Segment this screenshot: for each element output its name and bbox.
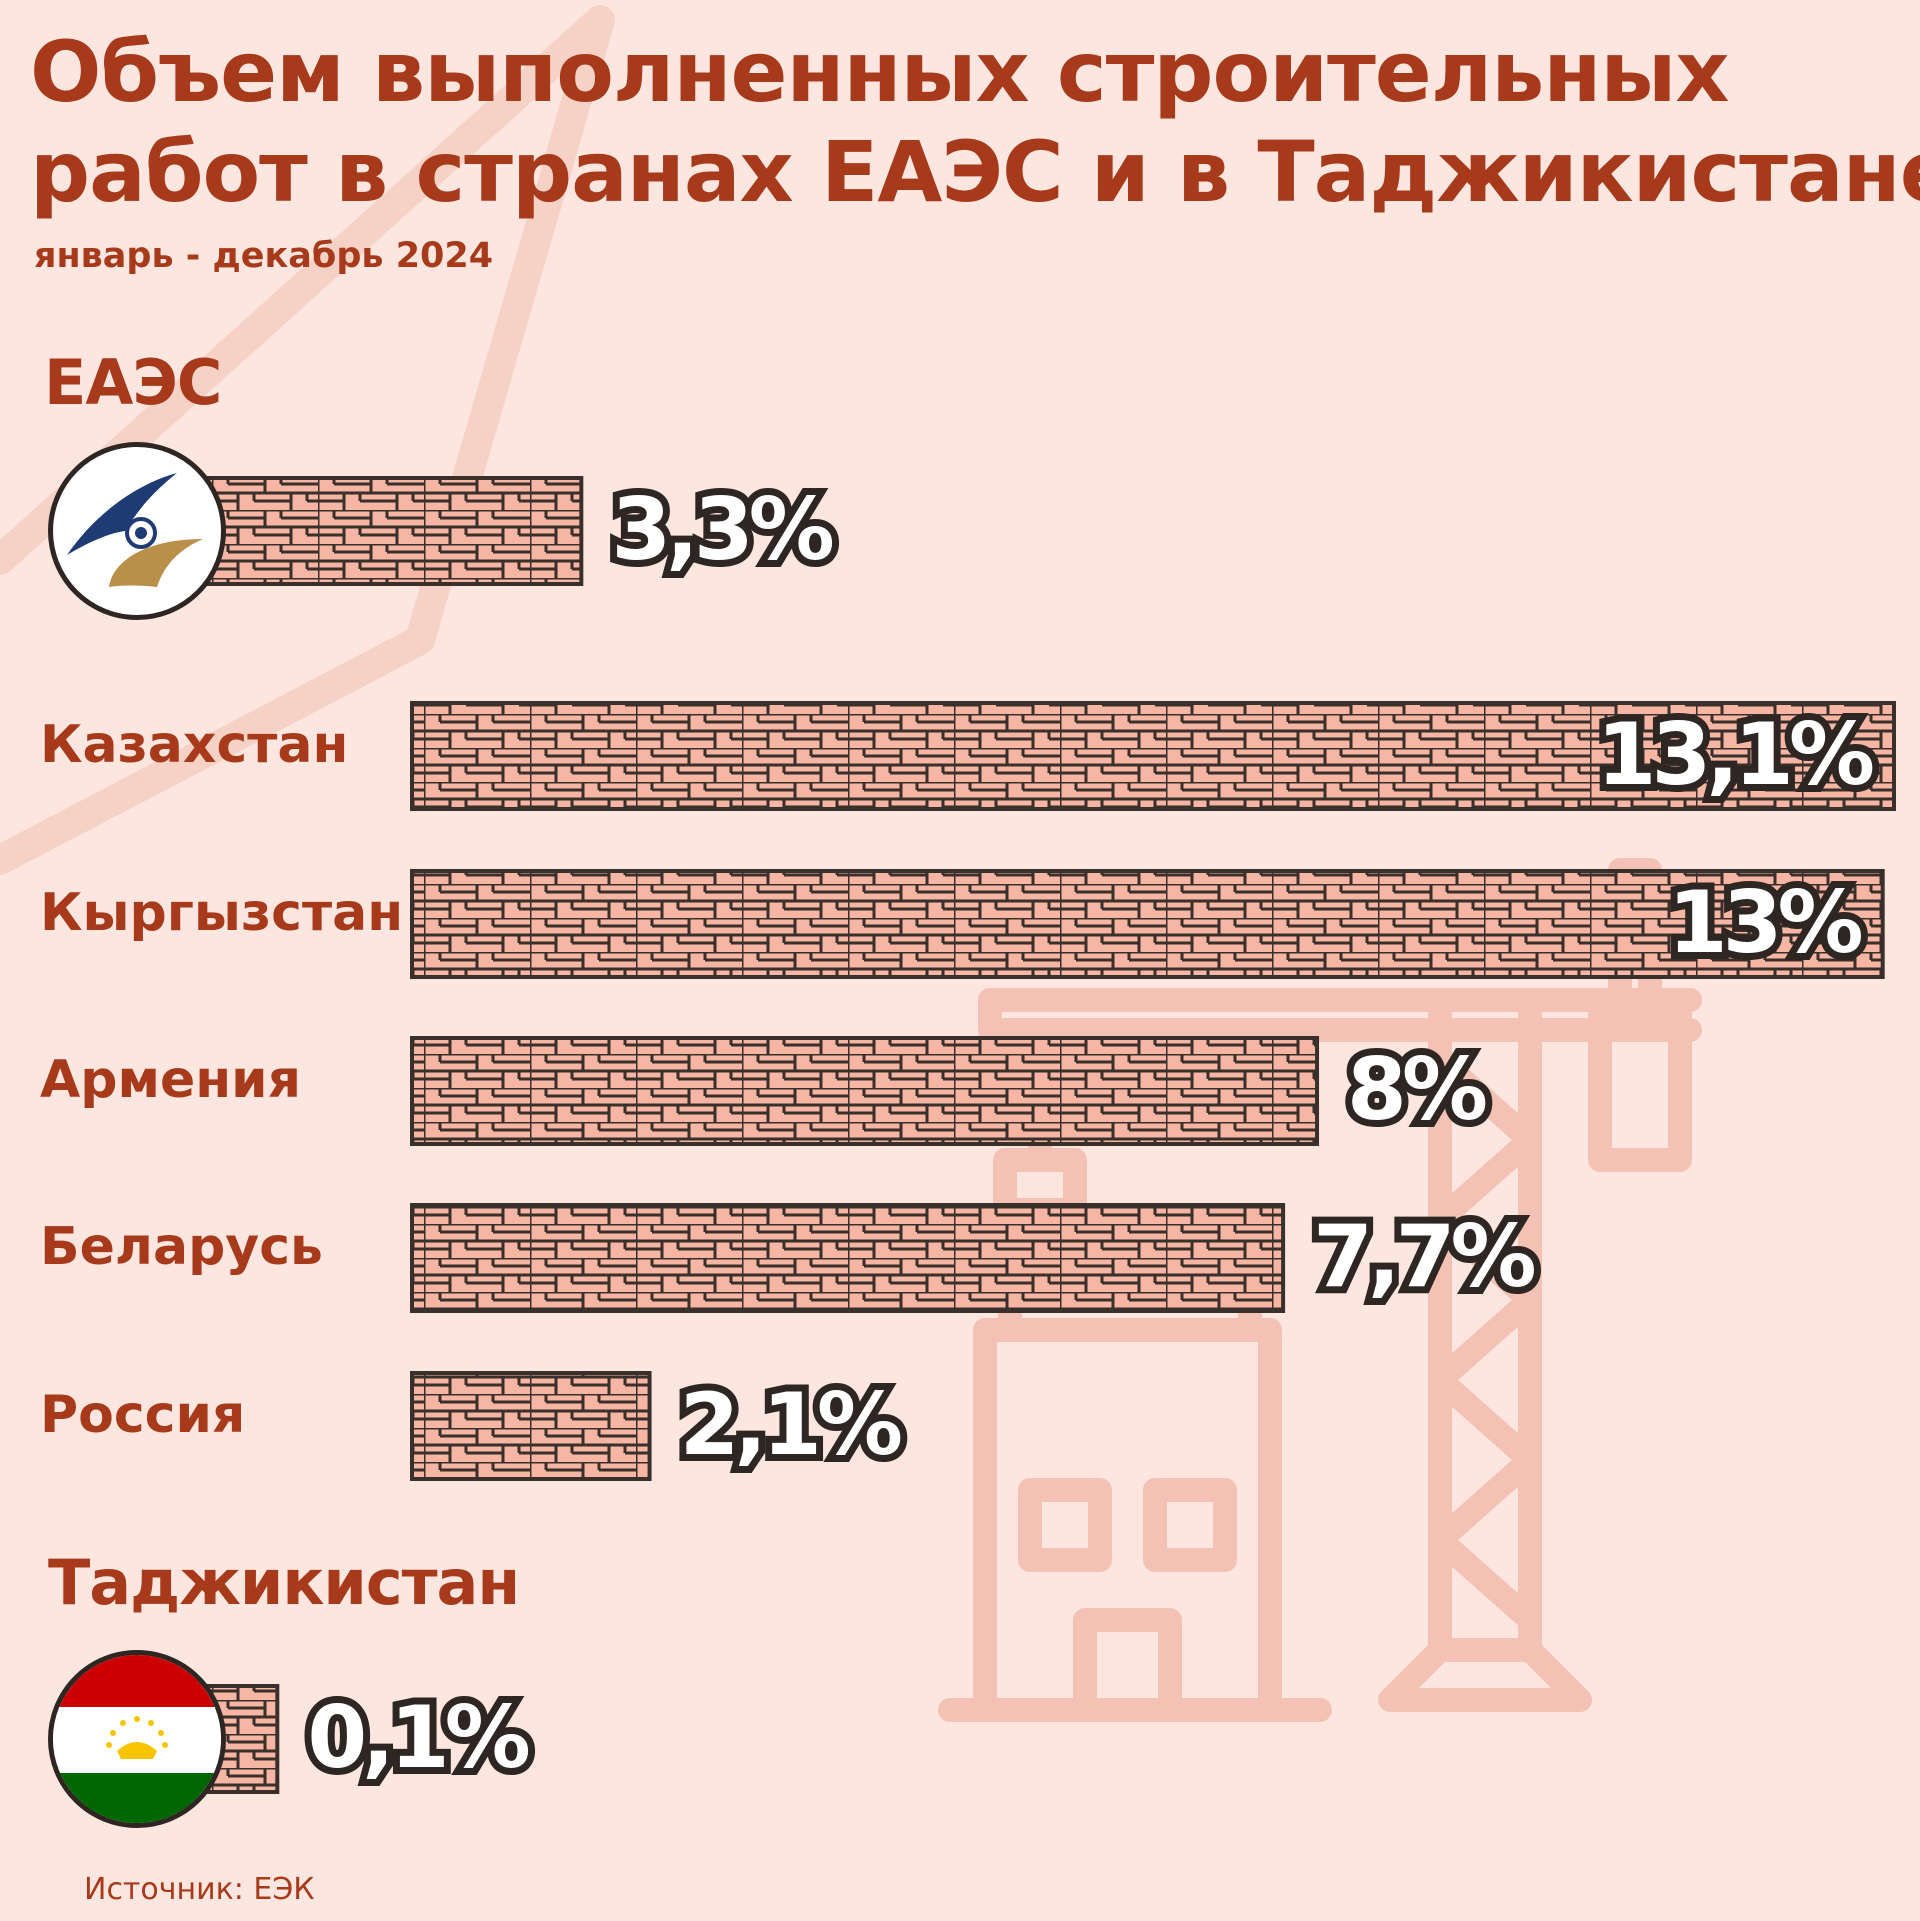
title-line-1: Объем выполненных строительных — [30, 23, 1730, 121]
section-title-eaeu: ЕАЭС — [44, 346, 222, 419]
bar-eaeu — [206, 476, 584, 586]
subtitle: январь - декабрь 2024 — [34, 236, 494, 276]
bar-kyrgyzstan — [410, 869, 1885, 979]
page-title: Объем выполненных строительных работ в с… — [30, 22, 1920, 222]
category-label-belarus: Беларусь — [40, 1217, 323, 1277]
source-note: Источник: ЕЭК — [84, 1872, 315, 1907]
category-label-kyrgyzstan: Кыргызстан — [40, 883, 404, 943]
bar-armenia — [410, 1036, 1320, 1146]
data-label-kyrgyzstan: 13% — [1661, 866, 1871, 980]
data-label-russia: 2,1% — [673, 1368, 910, 1482]
tajikistan-flag-icon — [48, 1650, 226, 1828]
bar-belarus — [410, 1203, 1286, 1313]
category-label-russia: Россия — [40, 1385, 246, 1445]
data-label-tajikistan: 0,1% — [300, 1681, 537, 1795]
data-label-belarus: 7,7% — [1306, 1200, 1543, 1314]
category-label-armenia: Армения — [40, 1050, 301, 1110]
bar-kazakhstan — [410, 701, 1896, 811]
category-label-kazakhstan: Казахстан — [40, 715, 349, 775]
data-label-kazakhstan: 13,1% — [1590, 698, 1882, 812]
bar-russia — [410, 1371, 652, 1481]
data-label-armenia: 8% — [1340, 1033, 1495, 1147]
title-line-2: работ в странах ЕАЭС и в Таджикистане — [30, 123, 1920, 221]
data-label-eaeu: 3,3% — [604, 473, 841, 587]
section-title-tajikistan: Таджикистан — [48, 1546, 520, 1619]
eaeu-emblem-icon — [48, 442, 226, 620]
